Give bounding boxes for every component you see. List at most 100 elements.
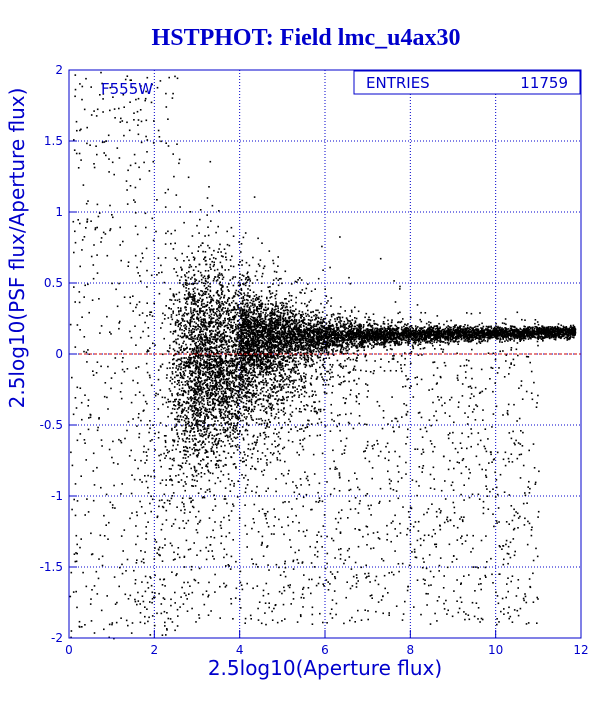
data-point <box>565 336 567 339</box>
data-point <box>262 341 264 343</box>
data-point <box>500 332 502 335</box>
data-point <box>345 334 347 337</box>
data-point <box>248 364 251 367</box>
data-point <box>355 335 357 337</box>
data-point <box>242 376 245 378</box>
data-point <box>516 342 519 344</box>
data-point <box>334 343 336 346</box>
data-point <box>303 344 305 347</box>
data-point <box>400 337 402 339</box>
data-point <box>379 337 381 339</box>
data-point <box>305 347 307 349</box>
data-point <box>282 335 285 338</box>
data-point <box>525 336 527 338</box>
data-point <box>383 346 385 349</box>
data-point <box>298 310 301 312</box>
data-point <box>568 330 571 332</box>
data-point <box>559 333 561 335</box>
data-point <box>247 380 250 383</box>
data-point <box>240 330 242 333</box>
data-point <box>285 349 288 351</box>
data-point <box>329 343 331 345</box>
data-point <box>566 339 568 341</box>
data-point <box>335 336 338 339</box>
data-point <box>456 327 459 330</box>
data-point <box>425 338 428 341</box>
data-point <box>369 337 372 340</box>
data-point <box>553 334 555 336</box>
data-point <box>550 336 553 339</box>
data-point <box>349 335 352 338</box>
data-point <box>477 334 480 337</box>
data-point <box>357 330 360 333</box>
data-point <box>244 356 247 358</box>
data-point <box>521 332 524 335</box>
data-point <box>320 339 323 341</box>
data-point <box>381 337 384 339</box>
data-point <box>437 328 439 330</box>
data-point <box>263 328 265 330</box>
data-point <box>346 344 349 347</box>
data-point <box>466 335 469 337</box>
data-point <box>371 324 374 327</box>
data-point <box>336 338 338 340</box>
data-point <box>459 327 461 330</box>
data-point <box>535 330 538 333</box>
data-point <box>476 330 479 332</box>
data-point <box>406 341 409 343</box>
data-point <box>524 337 527 340</box>
data-point <box>296 341 299 344</box>
data-point <box>517 334 519 336</box>
data-point <box>563 335 565 337</box>
data-point <box>255 351 258 354</box>
data-point <box>362 346 365 349</box>
data-point <box>298 346 301 348</box>
data-point <box>534 327 536 330</box>
data-point <box>318 336 320 339</box>
data-point <box>351 343 354 346</box>
data-point <box>342 324 345 327</box>
data-point <box>393 336 396 339</box>
data-point <box>401 341 403 344</box>
data-point <box>493 326 496 329</box>
data-point <box>420 331 422 334</box>
data-point <box>470 340 473 342</box>
data-point <box>412 339 415 342</box>
data-point <box>369 343 372 345</box>
data-point <box>282 348 285 350</box>
data-point <box>254 342 257 345</box>
data-point <box>472 338 474 341</box>
data-point <box>373 329 376 331</box>
data-point <box>501 330 503 333</box>
data-point <box>387 341 389 344</box>
data-point <box>546 336 548 339</box>
data-point <box>393 331 395 334</box>
data-point <box>398 321 400 323</box>
data-point <box>478 332 481 334</box>
data-point <box>319 322 321 325</box>
data-point <box>258 347 260 349</box>
data-point <box>373 333 376 335</box>
data-point <box>307 335 310 337</box>
data-point <box>311 319 314 321</box>
data-point <box>345 339 348 341</box>
data-point <box>520 337 523 340</box>
data-point <box>258 315 261 317</box>
data-point <box>431 338 433 341</box>
data-point <box>366 328 369 330</box>
data-point <box>247 340 249 342</box>
data-point <box>286 334 289 336</box>
data-point <box>529 332 532 334</box>
data-point <box>325 340 328 343</box>
data-point <box>310 316 313 319</box>
data-point <box>367 318 369 321</box>
data-point <box>541 337 544 340</box>
data-point <box>287 349 289 352</box>
data-point <box>393 329 396 332</box>
data-point <box>303 335 306 338</box>
data-point <box>513 331 515 334</box>
data-point <box>447 339 450 342</box>
data-point <box>549 331 552 333</box>
data-point <box>277 347 279 350</box>
data-point <box>409 336 412 338</box>
